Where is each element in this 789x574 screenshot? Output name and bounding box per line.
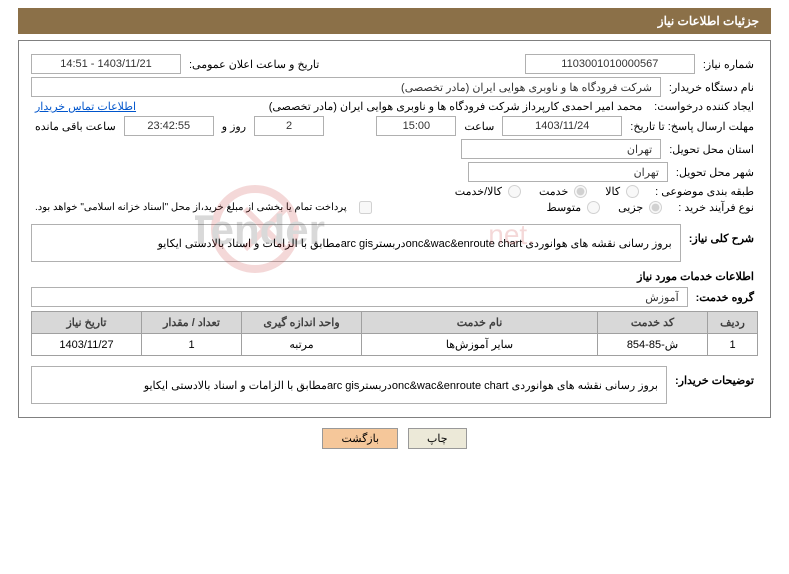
value-province: تهران bbox=[461, 139, 661, 159]
th-qty: تعداد / مقدار bbox=[142, 312, 242, 334]
radio-mix[interactable]: کالا/خدمت bbox=[449, 185, 529, 198]
label-description: شرح کلی نیاز: bbox=[685, 224, 758, 245]
row-purchase-type: نوع فرآیند خرید : جزیی متوسط پرداخت تمام… bbox=[31, 201, 758, 214]
cell-qty: 1 bbox=[142, 334, 242, 356]
row-need-number: شماره نیاز: 1103001010000567 تاریخ و ساع… bbox=[31, 54, 758, 74]
back-button[interactable]: بازگشت bbox=[322, 428, 398, 449]
value-requester: محمد امیر احمدی کارپرداز شرکت فرودگاه ها… bbox=[144, 100, 646, 113]
th-unit: واحد اندازه گیری bbox=[242, 312, 362, 334]
row-province: استان محل تحویل: تهران bbox=[31, 139, 758, 159]
value-deadline-hour: 15:00 bbox=[376, 116, 456, 136]
print-button[interactable]: چاپ bbox=[408, 428, 467, 449]
value-deadline-date: 1403/11/24 bbox=[502, 116, 622, 136]
label-deadline: مهلت ارسال پاسخ: تا تاریخ: bbox=[626, 120, 758, 133]
button-row: چاپ بازگشت bbox=[0, 428, 789, 449]
checkbox-treasury[interactable] bbox=[359, 201, 372, 214]
cell-date: 1403/11/27 bbox=[32, 334, 142, 356]
cell-name: سایر آموزش‌ها bbox=[362, 334, 598, 356]
row-description: شرح کلی نیاز: بروز رسانی نقشه های هوانور… bbox=[31, 224, 758, 262]
label-treasury: پرداخت تمام یا بخشی از مبلغ خرید،از محل … bbox=[31, 202, 351, 213]
radio-medium[interactable]: متوسط bbox=[541, 201, 609, 214]
row-deadline: مهلت ارسال پاسخ: تا تاریخ: 1403/11/24 سا… bbox=[31, 116, 758, 136]
value-need-number: 1103001010000567 bbox=[525, 54, 695, 74]
label-purchase-type: نوع فرآیند خرید : bbox=[674, 201, 758, 214]
row-buyer: نام دستگاه خریدار: شرکت فرودگاه ها و ناو… bbox=[31, 77, 758, 97]
cell-row: 1 bbox=[708, 334, 758, 356]
section-services-title: اطلاعات خدمات مورد نیاز bbox=[31, 270, 758, 283]
value-description: بروز رسانی نقشه های هوانوردی onc&wac&enr… bbox=[31, 224, 681, 262]
label-announce-datetime: تاریخ و ساعت اعلان عمومی: bbox=[185, 58, 323, 71]
row-buyer-note: توضیحات خریدار: بروز رسانی نقشه های هوان… bbox=[31, 366, 758, 404]
row-city: شهر محل تحویل: تهران bbox=[31, 162, 758, 182]
value-time-left: 23:42:55 bbox=[124, 116, 214, 136]
value-buyer: شرکت فرودگاه ها و ناوبری هوایی ایران (ما… bbox=[31, 77, 661, 97]
label-requester: ایجاد کننده درخواست: bbox=[650, 100, 758, 113]
radio-khadamat[interactable]: خدمت bbox=[533, 185, 595, 198]
label-buyer: نام دستگاه خریدار: bbox=[665, 81, 758, 94]
row-requester: ایجاد کننده درخواست: محمد امیر احمدی کار… bbox=[31, 100, 758, 113]
label-days-and: روز و bbox=[218, 120, 250, 133]
th-date: تاریخ نیاز bbox=[32, 312, 142, 334]
th-code: کد خدمت bbox=[598, 312, 708, 334]
value-buyer-note: بروز رسانی نقشه های هوانوردی onc&wac&enr… bbox=[31, 366, 667, 404]
main-panel: AriaTender .net شماره نیاز: 110300101000… bbox=[18, 40, 771, 418]
value-days-left: 2 bbox=[254, 116, 324, 136]
label-need-number: شماره نیاز: bbox=[699, 58, 758, 71]
cell-code: ش-85-854 bbox=[598, 334, 708, 356]
services-table: ردیف کد خدمت نام خدمت واحد اندازه گیری ت… bbox=[31, 311, 758, 356]
table-header-row: ردیف کد خدمت نام خدمت واحد اندازه گیری ت… bbox=[32, 312, 758, 334]
row-service-group: گروه خدمت: آموزش bbox=[31, 287, 758, 307]
row-classification: طبقه بندی موضوعی : کالا خدمت کالا/خدمت bbox=[31, 185, 758, 198]
label-classification: طبقه بندی موضوعی : bbox=[651, 185, 758, 198]
cell-unit: مرتبه bbox=[242, 334, 362, 356]
value-service-group: آموزش bbox=[31, 287, 688, 307]
value-city: تهران bbox=[468, 162, 668, 182]
label-city: شهر محل تحویل: bbox=[672, 166, 758, 179]
value-announce-datetime: 1403/11/21 - 14:51 bbox=[31, 54, 181, 74]
label-buyer-note: توضیحات خریدار: bbox=[671, 366, 758, 387]
th-name: نام خدمت bbox=[362, 312, 598, 334]
radio-kala[interactable]: کالا bbox=[599, 185, 647, 198]
label-hour: ساعت bbox=[460, 120, 498, 133]
label-service-group: گروه خدمت: bbox=[692, 291, 758, 304]
panel-header: جزئیات اطلاعات نیاز bbox=[18, 8, 771, 34]
radio-partial[interactable]: جزیی bbox=[612, 201, 670, 214]
th-row: ردیف bbox=[708, 312, 758, 334]
label-province: استان محل تحویل: bbox=[665, 143, 758, 156]
link-buyer-contact[interactable]: اطلاعات تماس خریدار bbox=[31, 100, 140, 113]
label-remaining: ساعت باقی مانده bbox=[31, 120, 120, 133]
table-row: 1 ش-85-854 سایر آموزش‌ها مرتبه 1 1403/11… bbox=[32, 334, 758, 356]
